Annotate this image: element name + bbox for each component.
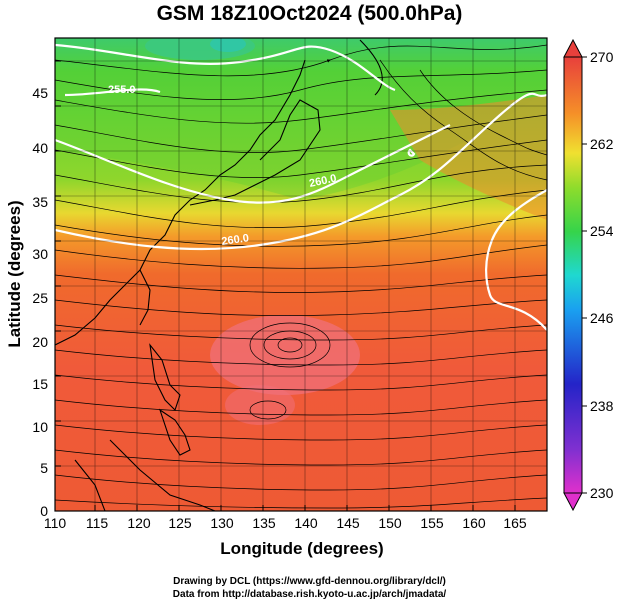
contour-label-2: 260.0	[308, 172, 337, 189]
credit-data-source: Data from http://database.rish.kyoto-u.a…	[172, 589, 447, 600]
x-tick-label: 125	[168, 515, 192, 531]
credit-drawing: Drawing by DCL (https://www.gfd-dennou.o…	[173, 576, 446, 587]
y-tick-label: 20	[32, 334, 48, 350]
contour-label-3: 260.0	[221, 232, 250, 248]
x-axis-title: Longitude (degrees)	[220, 539, 383, 558]
x-tick-label: 120	[127, 515, 151, 531]
x-tick-label: 130	[210, 515, 234, 531]
colorbar: 230 238 246 254 262 270	[563, 38, 614, 512]
y-tick-label: 30	[32, 246, 48, 262]
lat-lon-grid	[55, 38, 547, 511]
y-tick-label: 0	[40, 503, 48, 519]
colorbar-label: 238	[590, 398, 614, 414]
y-tick-label: 25	[32, 290, 48, 306]
y-tick-label: 10	[32, 419, 48, 435]
y-tick-label: 45	[32, 85, 48, 101]
chart-title: GSM 18Z10Oct2024 (500.0hPa)	[156, 2, 463, 25]
contours	[55, 43, 547, 331]
x-tick-label: 155	[420, 515, 444, 531]
colorbar-label: 230	[590, 485, 614, 501]
streamlines	[55, 44, 547, 509]
x-tick-label: 160	[462, 515, 486, 531]
x-tick-label: 135	[252, 515, 276, 531]
y-tick-label: 40	[32, 140, 48, 156]
x-tick-label: 145	[336, 515, 360, 531]
y-tick-label: 15	[32, 376, 48, 392]
y-tick-marks	[55, 60, 61, 467]
y-tick-label: 35	[32, 194, 48, 210]
y-tick-label: 5	[40, 460, 48, 476]
contour-label-1: 255.0	[108, 84, 136, 96]
colorbar-label: 262	[590, 136, 614, 152]
x-tick-label: 115	[86, 515, 109, 531]
temperature-field: 255.0 260.0 260.0	[55, 38, 547, 511]
colorbar-label: 270	[590, 49, 614, 65]
x-tick-label: 150	[378, 515, 402, 531]
x-tick-label: 165	[503, 515, 527, 531]
colorbar-label: 254	[590, 223, 614, 239]
y-axis-title: Latitude (degrees)	[5, 200, 24, 347]
x-tick-label: 140	[294, 515, 318, 531]
colorbar-label: 246	[590, 310, 614, 326]
x-tick-marks	[54, 505, 516, 511]
x-tick-label: 110	[44, 515, 67, 531]
plot-frame	[54, 37, 548, 512]
